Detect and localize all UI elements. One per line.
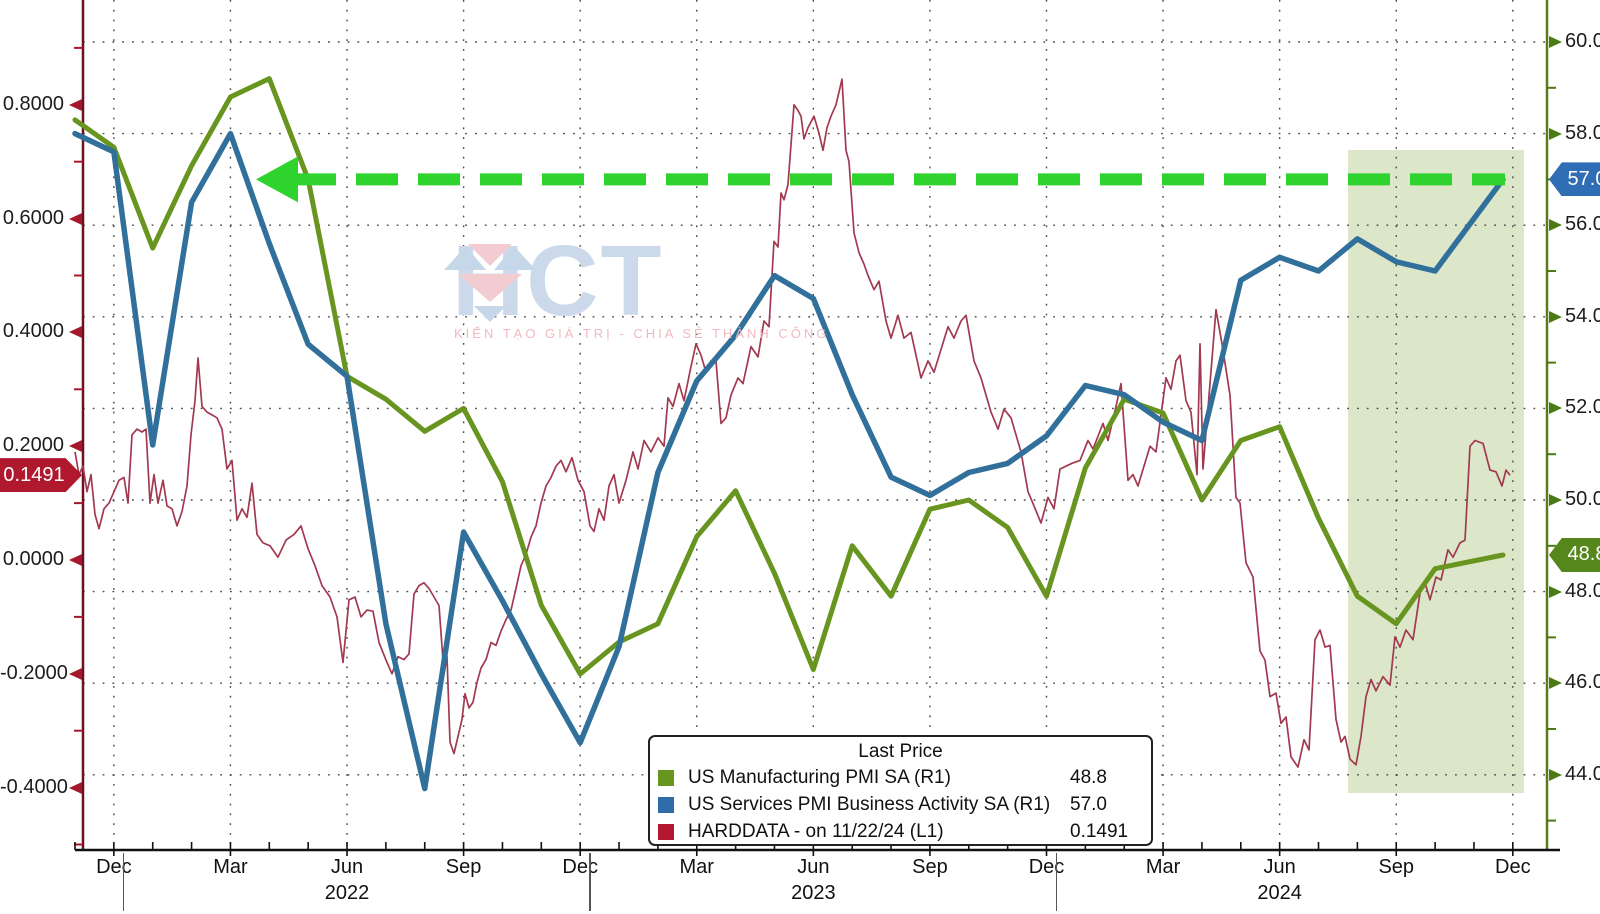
left-axis-tick-label: 0.8000: [2, 92, 64, 115]
right-axis-tick-label: 46.0: [1565, 671, 1600, 694]
left-tick-arrow-icon: [69, 554, 82, 566]
x-axis-month-label: Jun: [1263, 856, 1296, 878]
arrow-head-left-icon: [256, 156, 298, 203]
legend-swatch-icon: [658, 769, 674, 786]
right-tick-arrow-icon: [1549, 219, 1562, 232]
right-axis-tick-label: 50.0: [1565, 488, 1600, 510]
left-axis-tick-label: 0.6000: [2, 206, 64, 229]
x-axis-year-label: 2024: [1257, 882, 1302, 904]
x-axis-month-label: Jun: [797, 856, 830, 878]
left-axis-tick-label: -0.4000: [0, 775, 68, 798]
left-axis-tick-label: -0.2000: [0, 661, 68, 684]
left-tick-arrow-icon: [69, 326, 82, 339]
legend-title: Last Price: [858, 741, 943, 762]
legend-row: US Manufacturing PMI SA (R1) 48.8: [650, 764, 1151, 791]
legend-series-label: HARDDATA - on 11/22/24 (L1): [688, 820, 944, 842]
legend-rows: US Manufacturing PMI SA (R1) 48.8 US Servi…: [650, 764, 1151, 845]
year-separator: [1055, 853, 1057, 911]
right-tick-arrow-icon: [1549, 585, 1562, 598]
services-pmi-line: [72, 130, 1506, 792]
right-axis-tick-label: 58.0: [1565, 121, 1600, 144]
year-separator: [589, 853, 591, 911]
right-axis-tick-label: 44.0: [1565, 762, 1600, 785]
legend-box: Last Price US Manufacturing PMI SA (R1) 4…: [648, 735, 1153, 846]
left-tick-arrow-icon: [69, 212, 82, 225]
x-axis-month-label: Jun: [330, 856, 364, 878]
left-axis-tick-label: 0.0000: [2, 548, 64, 570]
legend-series-value: 48.8: [1070, 766, 1107, 788]
x-axis-month-label: Sep: [445, 856, 482, 878]
watermark: HCT KIẾN TẠO GIÁ TRỊ - CHIA SẺ THÀNH CÔN…: [438, 231, 830, 341]
left-tick-arrow-icon: [69, 781, 82, 794]
watermark-tagline: KIẾN TẠO GIÁ TRỊ - CHIA SẺ THÀNH CÔNG: [454, 326, 830, 341]
left-tick-arrow-icon: [69, 440, 82, 453]
right-tick-arrow-icon: [1549, 127, 1562, 140]
left-tick-arrow-icon: [69, 98, 82, 111]
right-axis-tick-label: 54.0: [1565, 304, 1600, 327]
x-axis-year-label: 2023: [791, 882, 836, 904]
right-tick-arrow-icon: [1549, 36, 1562, 48]
right-tick-arrow-icon: [1549, 402, 1562, 415]
x-axis-month-label: Mar: [1145, 856, 1181, 878]
x-axis-month-label: Sep: [912, 856, 948, 878]
right-tick-arrow-icon: [1549, 310, 1562, 323]
x-axis-year-label: 2022: [324, 882, 370, 904]
right-axis-tick-label: 60.0: [1565, 30, 1600, 52]
x-axis-month-label: Dec: [96, 856, 132, 878]
year-separator: [122, 853, 125, 911]
x-axis-month-label: Mar: [213, 856, 248, 878]
harddata-line: [74, 78, 1511, 768]
left-axis-last-value-badge: 0.1491: [0, 458, 82, 493]
x-axis-month-label: Dec: [1495, 856, 1531, 878]
left-axis-tick-label: 0.2000: [2, 434, 64, 457]
right-axis-tick-label: 56.0: [1565, 213, 1600, 236]
right-tick-arrow-icon: [1549, 768, 1562, 781]
legend-row: HARDDATA - on 11/22/24 (L1) 0.1491: [650, 818, 1151, 845]
legend-row: US Services PMI Business Activity SA (R1…: [650, 791, 1151, 818]
x-axis-month-label: Sep: [1378, 856, 1415, 878]
legend-series-value: 0.1491: [1070, 820, 1129, 842]
left-tick-arrow-icon: [69, 667, 82, 680]
left-axis-tick-label: 0.4000: [2, 320, 64, 343]
right-axis-tick-label: 52.0: [1565, 396, 1600, 419]
legend-series-value: 57.0: [1070, 793, 1107, 815]
right-tick-arrow-icon: [1549, 677, 1562, 690]
legend-swatch-icon: [658, 823, 674, 840]
x-axis-month-label: Dec: [562, 856, 598, 878]
legend-swatch-icon: [658, 796, 674, 813]
legend-series-label: US Services PMI Business Activity SA (R1…: [688, 793, 1051, 815]
x-axis-month-label: Dec: [1028, 856, 1065, 878]
legend-series-label: US Manufacturing PMI SA (R1): [688, 766, 951, 788]
hct-logo-icon: [444, 244, 536, 322]
right-axis-tick-label: 48.0: [1565, 579, 1600, 602]
x-axis-month-label: Mar: [679, 856, 714, 878]
right-tick-arrow-icon: [1549, 494, 1562, 506]
